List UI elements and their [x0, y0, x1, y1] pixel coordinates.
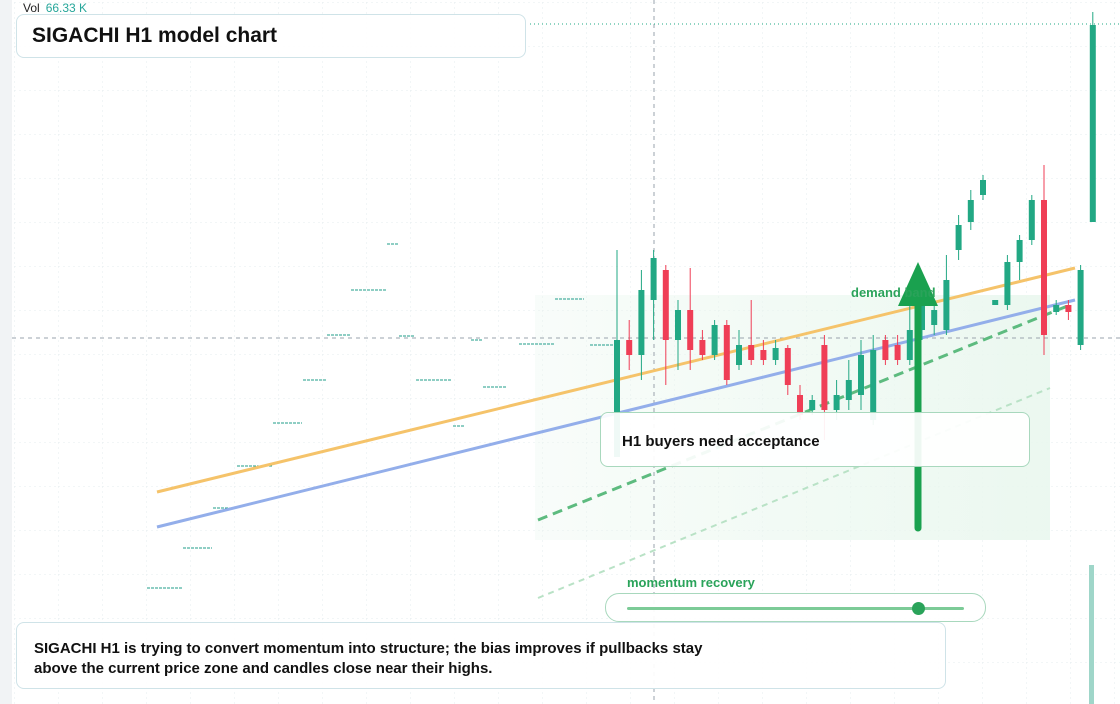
candle-body — [1065, 305, 1072, 312]
candle-body — [748, 345, 755, 360]
candle-body — [760, 350, 767, 360]
chart-title: SIGACHI H1 model chart — [16, 14, 526, 58]
candle-body — [662, 270, 669, 340]
candle-body — [1016, 240, 1023, 262]
candle-body — [955, 225, 962, 250]
zone-label: demand band — [851, 285, 936, 300]
candle-body — [845, 380, 852, 400]
candle-body — [784, 348, 791, 385]
caption-text: SIGACHI H1 is trying to convert momentum… — [34, 640, 703, 677]
candle-body — [614, 340, 620, 457]
candle-body — [687, 310, 694, 350]
candle-body — [1041, 200, 1047, 335]
candle-body — [711, 325, 718, 355]
note: H1 buyers need acceptance — [600, 412, 1030, 467]
slider[interactable] — [605, 593, 986, 622]
candle-body — [797, 395, 803, 415]
candle-body — [638, 290, 645, 355]
candle-body — [980, 180, 986, 195]
volume-value: 66.33 K — [45, 1, 88, 15]
candle-body — [626, 340, 633, 355]
slider-label: momentum recovery — [627, 575, 755, 590]
left-rail — [0, 0, 12, 704]
candle-body — [992, 300, 999, 305]
candle-body — [967, 200, 974, 222]
slider-track — [627, 607, 964, 610]
candle-body — [821, 345, 828, 410]
candle-body — [858, 355, 864, 395]
candle-body — [650, 258, 657, 300]
volume-bar — [1089, 565, 1094, 704]
candle-body — [723, 325, 730, 380]
candle-body — [675, 310, 681, 340]
candle-body — [943, 280, 950, 330]
candle-body — [699, 340, 706, 355]
volume-label: Vol — [23, 1, 40, 15]
volume-legend: Vol 66.33 K — [23, 1, 87, 15]
candle-body — [1004, 262, 1011, 305]
slider-knob[interactable] — [912, 602, 925, 615]
candle-body — [1053, 305, 1060, 312]
candle-body — [809, 400, 816, 410]
candle-body — [931, 310, 938, 325]
candle-body — [1077, 270, 1084, 345]
candle-body — [833, 395, 840, 410]
candle-body — [736, 345, 742, 365]
candle-body — [906, 330, 913, 360]
candle-body — [919, 300, 925, 330]
candle-body — [1028, 200, 1035, 240]
candle-body — [870, 350, 877, 420]
candle-body — [772, 348, 779, 360]
arrow-head — [898, 262, 938, 306]
candle-body — [1089, 25, 1096, 222]
caption: SIGACHI H1 is trying to convert momentum… — [16, 622, 946, 689]
candle-body — [882, 340, 889, 360]
candle-body — [894, 345, 901, 360]
trend-line — [537, 387, 1051, 599]
faint-history — [147, 243, 614, 589]
